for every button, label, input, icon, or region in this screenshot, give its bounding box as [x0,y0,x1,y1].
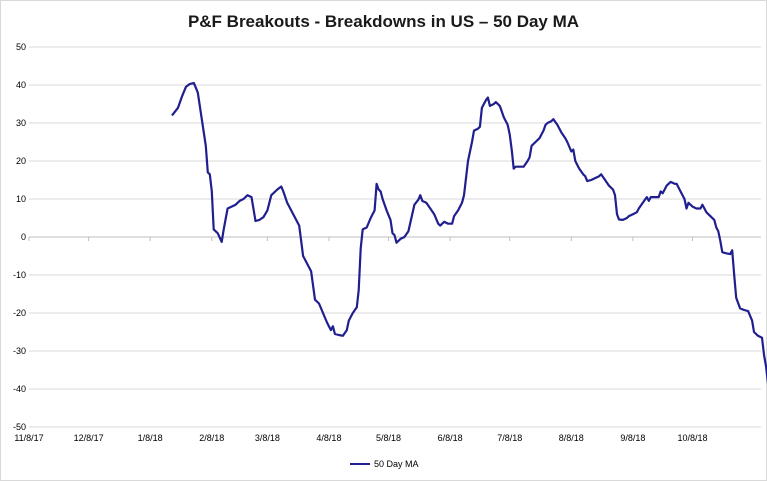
y-tick-label: 20 [16,156,26,166]
x-tick-label: 12/8/17 [74,433,104,443]
x-tick-label: 10/8/18 [677,433,707,443]
y-tick-label: -50 [13,422,26,432]
x-tick-label: 7/8/18 [497,433,522,443]
x-tick-label: 8/8/18 [559,433,584,443]
x-tick-label: 3/8/18 [255,433,280,443]
chart-title: P&F Breakouts - Breakdowns in US – 50 Da… [187,12,580,31]
y-tick-label: -40 [13,384,26,394]
x-tick-label: 9/8/18 [620,433,645,443]
y-tick-label: -30 [13,346,26,356]
y-tick-label: 50 [16,42,26,52]
x-tick-label: 6/8/18 [438,433,463,443]
legend-swatch [350,463,370,465]
series-line [171,82,767,384]
legend-label: 50 Day MA [374,459,419,469]
x-tick-label: 1/8/18 [138,433,163,443]
y-tick-label: -10 [13,270,26,280]
x-tick-label: 4/8/18 [316,433,341,443]
y-tick-label: 30 [16,118,26,128]
chart-legend: 50 Day MA [350,457,419,471]
y-tick-label: 0 [21,232,26,242]
y-tick-label: -20 [13,308,26,318]
y-tick-label: 10 [16,194,26,204]
y-tick-label: 40 [16,80,26,90]
x-tick-label: 5/8/18 [376,433,401,443]
x-tick-label: 11/8/17 [14,433,43,443]
x-tick-label: 2/8/18 [199,433,224,443]
